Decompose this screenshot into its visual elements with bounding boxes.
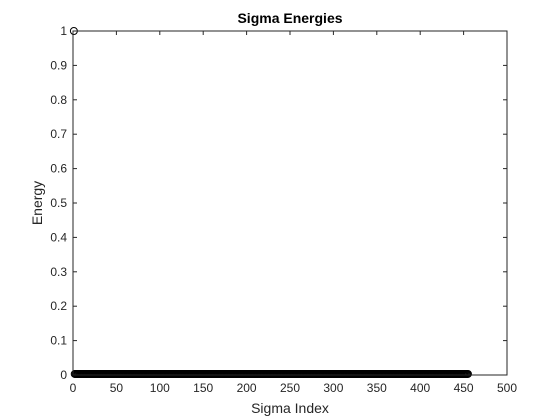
x-axis-label: Sigma Index — [251, 400, 329, 416]
y-tick-label: 0.3 — [50, 265, 67, 279]
data-points — [69, 27, 472, 378]
y-tick-label: 0.8 — [50, 93, 67, 107]
y-axis-ticks: 0 0.1 0.2 0.3 0.4 0.5 0.6 0.7 0.8 0.9 1 — [50, 24, 507, 382]
x-tick-label: 400 — [410, 381, 430, 395]
x-tick-label: 350 — [367, 381, 387, 395]
x-tick-label: 250 — [280, 381, 300, 395]
y-tick-label: 0.5 — [50, 196, 67, 210]
chart-title: Sigma Energies — [237, 10, 342, 26]
x-axis-ticks: 0 50 100 150 200 250 300 350 400 450 500 — [70, 31, 517, 395]
y-tick-label: 1 — [60, 24, 67, 38]
x-tick-label: 500 — [497, 381, 517, 395]
data-point — [463, 369, 472, 378]
x-tick-label: 450 — [454, 381, 474, 395]
plot-area — [73, 31, 507, 375]
x-tick-label: 150 — [193, 381, 213, 395]
x-tick-label: 300 — [323, 381, 343, 395]
y-tick-label: 0 — [60, 368, 67, 382]
x-tick-label: 0 — [70, 381, 77, 395]
y-tick-label: 0.4 — [50, 230, 67, 244]
y-tick-label: 0.2 — [50, 299, 67, 313]
y-tick-label: 0.1 — [50, 334, 67, 348]
y-tick-label: 0.7 — [50, 127, 67, 141]
y-tick-label: 0.6 — [50, 162, 67, 176]
x-tick-label: 50 — [110, 381, 124, 395]
plot-box — [72, 30, 508, 376]
x-tick-label: 100 — [150, 381, 170, 395]
y-tick-label: 0.9 — [50, 58, 67, 72]
y-axis-label: Energy — [29, 181, 45, 225]
x-tick-label: 200 — [237, 381, 257, 395]
